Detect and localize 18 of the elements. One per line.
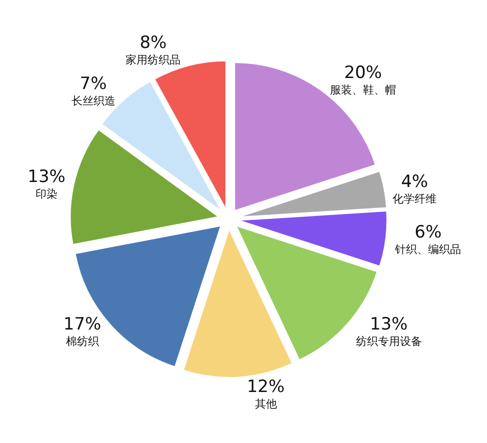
data-label: 20% xyxy=(344,62,382,83)
slice-label: 纺织专用设备 xyxy=(356,334,422,348)
data-label: 6% xyxy=(414,222,442,242)
data-label: 7% xyxy=(80,74,107,94)
data-label: 8% xyxy=(140,32,167,53)
data-label: 12% xyxy=(246,377,285,398)
slice-label: 家用纺织品 xyxy=(126,54,181,67)
data-label: 13% xyxy=(370,314,408,334)
slice-label: 印染 xyxy=(36,187,58,200)
slice-label: 长丝织造 xyxy=(71,94,116,108)
slice-label: 棉纺织 xyxy=(66,334,99,348)
slice-label: 针织、编织品 xyxy=(394,242,462,256)
slice-label: 化学纤维 xyxy=(392,192,437,206)
data-label: 13% xyxy=(28,166,66,187)
data-label: 17% xyxy=(63,314,102,334)
slice-label: 其他 xyxy=(254,398,277,411)
slice-label: 服装、鞋、帽 xyxy=(330,84,396,97)
data-label: 4% xyxy=(401,172,428,192)
